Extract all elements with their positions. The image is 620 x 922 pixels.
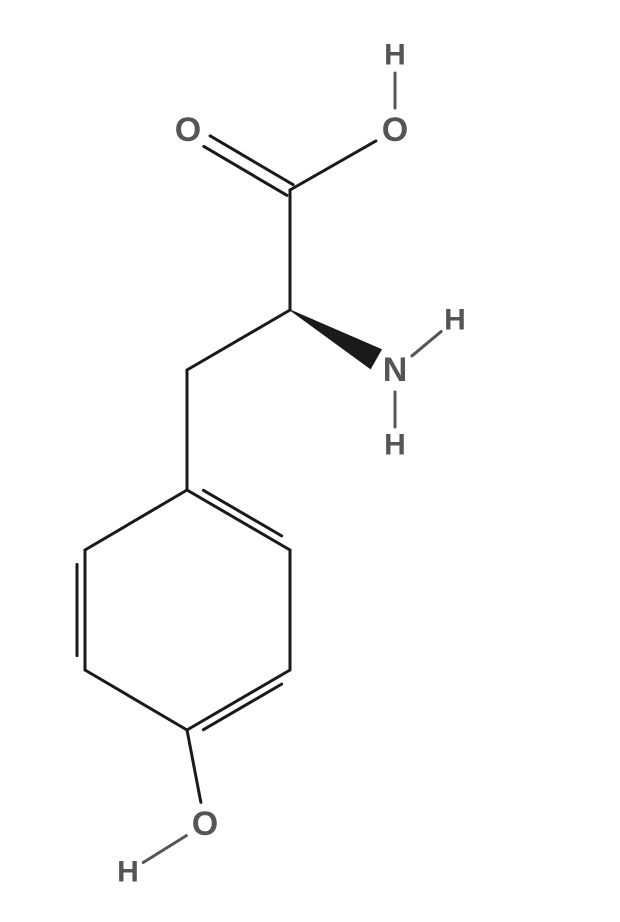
h-atom-label: H bbox=[444, 304, 466, 337]
bond bbox=[143, 836, 186, 863]
bond bbox=[187, 670, 290, 730]
bond bbox=[85, 670, 187, 730]
h-atom-label: H bbox=[117, 856, 139, 889]
o-atom-label: O bbox=[192, 805, 218, 843]
bond bbox=[85, 490, 187, 550]
bond bbox=[187, 310, 290, 370]
bond bbox=[187, 730, 201, 802]
molecule-diagram: O O H N H H O H bbox=[0, 0, 620, 922]
h-atom-label: H bbox=[384, 429, 406, 462]
bond bbox=[412, 332, 441, 356]
o-atom-label: O bbox=[175, 111, 201, 149]
h-atom-label: H bbox=[384, 39, 406, 72]
bond bbox=[210, 136, 293, 185]
wedge-bond bbox=[290, 310, 381, 369]
bond bbox=[290, 141, 376, 190]
o-atom-label: O bbox=[382, 111, 408, 149]
bond bbox=[203, 684, 281, 730]
bond bbox=[204, 146, 287, 195]
bond bbox=[203, 490, 281, 536]
n-atom-label: N bbox=[383, 351, 408, 389]
bond bbox=[187, 490, 290, 550]
